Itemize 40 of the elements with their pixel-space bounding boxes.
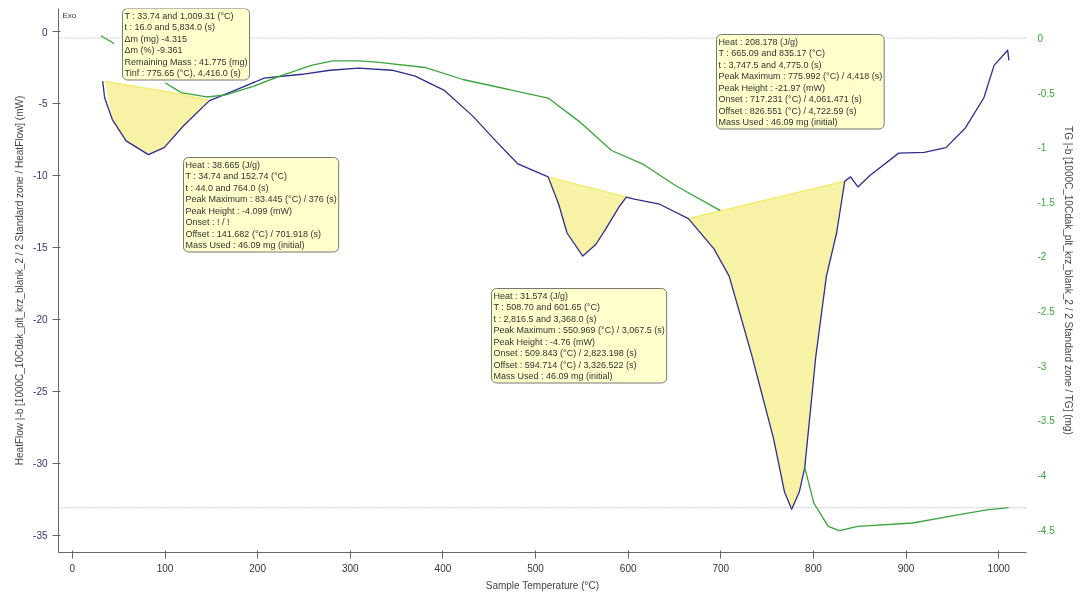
line-series [547, 176, 627, 198]
y2-tick-label: -1.5 [1037, 196, 1056, 208]
x-tick-label: 0 [69, 562, 76, 574]
x-tick-label: 900 [897, 562, 915, 574]
y2-tick-label: 0 [1037, 32, 1044, 44]
x-tick-label: 600 [619, 562, 637, 574]
y-tick-label: -30 [33, 458, 48, 470]
x-tick-label: 400 [434, 562, 452, 574]
annotation: Exo [62, 10, 77, 20]
annotation: T : 33.74 and 1,009.31 (°C) t : 16.0 and 5,834.0 (s) Δm (mg) -4.315 Δm (%) -9.361 Remaining Mass : 41.775 (mg) Tinf : 775.65 (°C), 4,416.0 (s) [124, 10, 248, 78]
annotation: Heat : 38.665 (J/g) T : 34.74 and 152.74 (°C) t : 44.0 and 764.0 (s) Peak Maximum : 83.445 (°C) / 376 (s) Peak Height : -4.099 (mW) Onset : ! / ! Offset : 141.682 (°C) / 701.918 (s) Mass Used : 46.09 mg (initial) [185, 159, 337, 250]
y2-tick-label: -2 [1037, 251, 1047, 263]
y2-tick-label: -4.5 [1037, 524, 1056, 536]
y2-tick-label: -1 [1037, 142, 1047, 154]
x-tick-label: 300 [341, 562, 360, 574]
x-tick-label: 500 [527, 562, 545, 574]
y2-tick-label: -0.5 [1037, 87, 1056, 99]
annotation: Heat : 208.178 (J/g) T : 665.09 and 835.17 (°C) t : 3,747.5 and 4,775.0 (s) Peak Maximum : 775.992 (°C) / 4,418 (s) Peak Height : -21.97 (mW) Onset : 717.231 (°C) / 4,061.471 (s) Offset : 826.551 (°C) / 4,722.59 (s) Mass Used : 46.09 mg (initial) [718, 36, 883, 127]
y2-tick-label: -2.5 [1037, 306, 1056, 318]
y-axis-title: HeatFlow |-b [1000C_10Cdak_plt_krz_blank_2 / 2 Standard zone / HeatFlow] (mW) [14, 95, 26, 466]
y2-tick-label: -4 [1037, 469, 1047, 481]
line-series [687, 180, 846, 220]
y-tick-label: 0 [41, 26, 48, 38]
x-tick-label: 800 [805, 562, 823, 574]
y-tick-label: -5 [38, 98, 48, 110]
y2-axis-title: TG |-b [1000C_10Cdak_plt_krz_blank_2 / 2 Standard zone / TG] (mg) [1062, 126, 1074, 435]
y-tick-label: -10 [33, 170, 48, 182]
y-tick-label: -25 [33, 386, 48, 398]
y-tick-label: -35 [33, 530, 48, 542]
y-tick-label: -15 [33, 242, 48, 254]
line-series [103, 80, 211, 102]
x-tick-label: 200 [249, 562, 267, 574]
x-tick-label: 100 [156, 562, 174, 574]
annotation: Heat : 31.574 (J/g) T : 508.70 and 601.65 (°C) t : 2,816.5 and 3,368.0 (s) Peak Maximum : 550.969 (°C) / 3,067.5 (s) Peak Height : -4.76 (mW) Onset : 509.843 (°C) / 2,823.198 (s) Offset : 594.714 (°C) / 3,326.522 (s) Mass Used : 46.09 mg (initial) [493, 290, 665, 381]
x-axis-title: Sample Temperature (°C) [485, 579, 600, 591]
y-tick-label: -20 [33, 314, 48, 326]
y2-tick-label: -3.5 [1037, 415, 1056, 427]
x-tick-label: 1000 [987, 562, 1011, 574]
y2-tick-label: -3 [1037, 360, 1047, 372]
x-tick-label: 700 [712, 562, 730, 574]
